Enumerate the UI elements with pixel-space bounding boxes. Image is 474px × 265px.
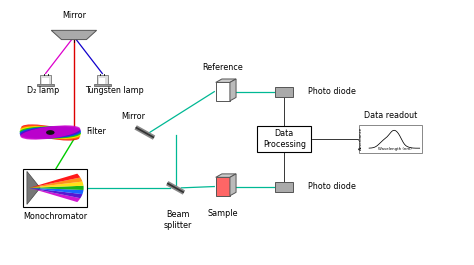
Polygon shape <box>29 182 83 188</box>
Text: Photo diode: Photo diode <box>308 87 356 96</box>
Text: Wavelength (nm): Wavelength (nm) <box>378 147 412 151</box>
Ellipse shape <box>46 130 55 135</box>
Ellipse shape <box>19 126 81 139</box>
Polygon shape <box>216 79 236 82</box>
Polygon shape <box>230 79 236 101</box>
Polygon shape <box>29 188 82 198</box>
Polygon shape <box>29 188 83 194</box>
Text: Tungsten lamp: Tungsten lamp <box>85 86 144 95</box>
Text: Filter: Filter <box>86 127 106 136</box>
Text: D₂ lamp: D₂ lamp <box>27 86 59 95</box>
Bar <box>216 82 230 101</box>
Polygon shape <box>29 178 82 188</box>
Text: Absorbance: Absorbance <box>359 127 363 150</box>
Text: Sample: Sample <box>208 209 238 218</box>
Ellipse shape <box>20 125 80 140</box>
Ellipse shape <box>19 126 81 139</box>
Polygon shape <box>216 174 236 177</box>
Ellipse shape <box>21 124 80 141</box>
Bar <box>40 76 51 84</box>
Bar <box>37 84 54 86</box>
Bar <box>43 78 49 83</box>
Text: Data readout: Data readout <box>364 111 417 120</box>
Text: Mirror: Mirror <box>62 11 86 20</box>
Bar <box>216 177 230 196</box>
Bar <box>359 125 422 153</box>
Polygon shape <box>29 186 83 190</box>
Text: Photo diode: Photo diode <box>308 182 356 191</box>
Ellipse shape <box>20 125 80 140</box>
Text: Mirror: Mirror <box>121 112 145 121</box>
Polygon shape <box>27 171 40 204</box>
Text: Monochromator: Monochromator <box>23 212 87 221</box>
Bar <box>97 76 108 84</box>
Polygon shape <box>29 188 81 202</box>
Polygon shape <box>29 174 81 188</box>
Ellipse shape <box>20 126 81 139</box>
Bar <box>23 169 87 207</box>
Ellipse shape <box>20 126 81 139</box>
Bar <box>99 78 105 83</box>
Text: Data
Processing: Data Processing <box>263 129 306 149</box>
Text: Beam
splitter: Beam splitter <box>164 210 192 230</box>
Bar <box>275 182 293 192</box>
Bar <box>275 87 293 97</box>
Polygon shape <box>51 30 97 39</box>
Bar <box>94 84 110 86</box>
Text: Reference: Reference <box>202 63 243 72</box>
Bar <box>257 126 311 152</box>
Polygon shape <box>230 174 236 196</box>
